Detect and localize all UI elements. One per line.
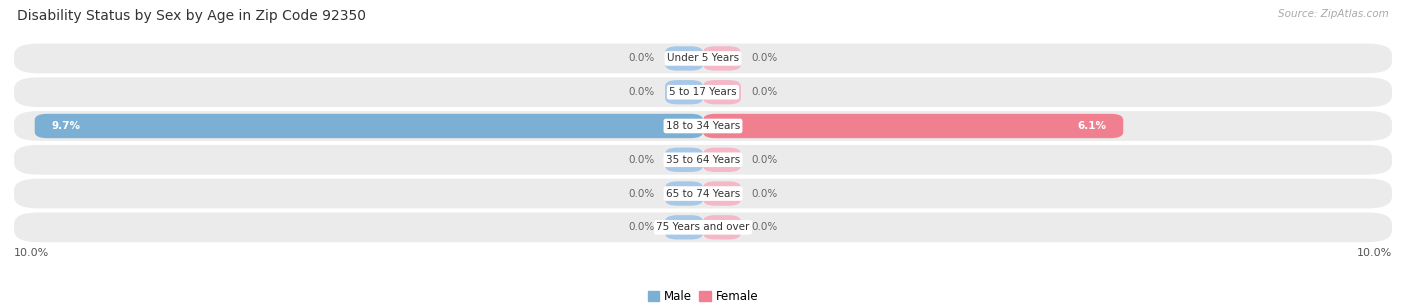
Text: 0.0%: 0.0% bbox=[628, 155, 655, 165]
Text: 0.0%: 0.0% bbox=[628, 87, 655, 97]
Text: 5 to 17 Years: 5 to 17 Years bbox=[669, 87, 737, 97]
Text: 10.0%: 10.0% bbox=[14, 248, 49, 258]
Text: 6.1%: 6.1% bbox=[1077, 121, 1107, 131]
Text: Source: ZipAtlas.com: Source: ZipAtlas.com bbox=[1278, 9, 1389, 19]
FancyBboxPatch shape bbox=[703, 114, 1123, 138]
FancyBboxPatch shape bbox=[703, 46, 741, 71]
Legend: Male, Female: Male, Female bbox=[648, 290, 758, 303]
FancyBboxPatch shape bbox=[703, 80, 741, 104]
Text: Disability Status by Sex by Age in Zip Code 92350: Disability Status by Sex by Age in Zip C… bbox=[17, 9, 366, 23]
FancyBboxPatch shape bbox=[665, 80, 703, 104]
FancyBboxPatch shape bbox=[703, 181, 741, 206]
FancyBboxPatch shape bbox=[14, 43, 1392, 73]
Text: 0.0%: 0.0% bbox=[628, 54, 655, 64]
FancyBboxPatch shape bbox=[14, 77, 1392, 107]
Text: 35 to 64 Years: 35 to 64 Years bbox=[666, 155, 740, 165]
FancyBboxPatch shape bbox=[665, 148, 703, 172]
Text: 0.0%: 0.0% bbox=[751, 222, 778, 232]
FancyBboxPatch shape bbox=[14, 111, 1392, 141]
Text: 0.0%: 0.0% bbox=[628, 222, 655, 232]
FancyBboxPatch shape bbox=[665, 181, 703, 206]
FancyBboxPatch shape bbox=[14, 145, 1392, 174]
Text: 9.7%: 9.7% bbox=[52, 121, 82, 131]
FancyBboxPatch shape bbox=[703, 148, 741, 172]
Text: 18 to 34 Years: 18 to 34 Years bbox=[666, 121, 740, 131]
FancyBboxPatch shape bbox=[14, 179, 1392, 209]
FancyBboxPatch shape bbox=[703, 215, 741, 240]
Text: 0.0%: 0.0% bbox=[751, 155, 778, 165]
Text: 75 Years and over: 75 Years and over bbox=[657, 222, 749, 232]
Text: 65 to 74 Years: 65 to 74 Years bbox=[666, 188, 740, 199]
Text: Under 5 Years: Under 5 Years bbox=[666, 54, 740, 64]
FancyBboxPatch shape bbox=[14, 212, 1392, 242]
Text: 0.0%: 0.0% bbox=[751, 188, 778, 199]
FancyBboxPatch shape bbox=[35, 114, 703, 138]
Text: 0.0%: 0.0% bbox=[751, 54, 778, 64]
Text: 0.0%: 0.0% bbox=[628, 188, 655, 199]
Text: 10.0%: 10.0% bbox=[1357, 248, 1392, 258]
FancyBboxPatch shape bbox=[665, 46, 703, 71]
FancyBboxPatch shape bbox=[665, 215, 703, 240]
Text: 0.0%: 0.0% bbox=[751, 87, 778, 97]
